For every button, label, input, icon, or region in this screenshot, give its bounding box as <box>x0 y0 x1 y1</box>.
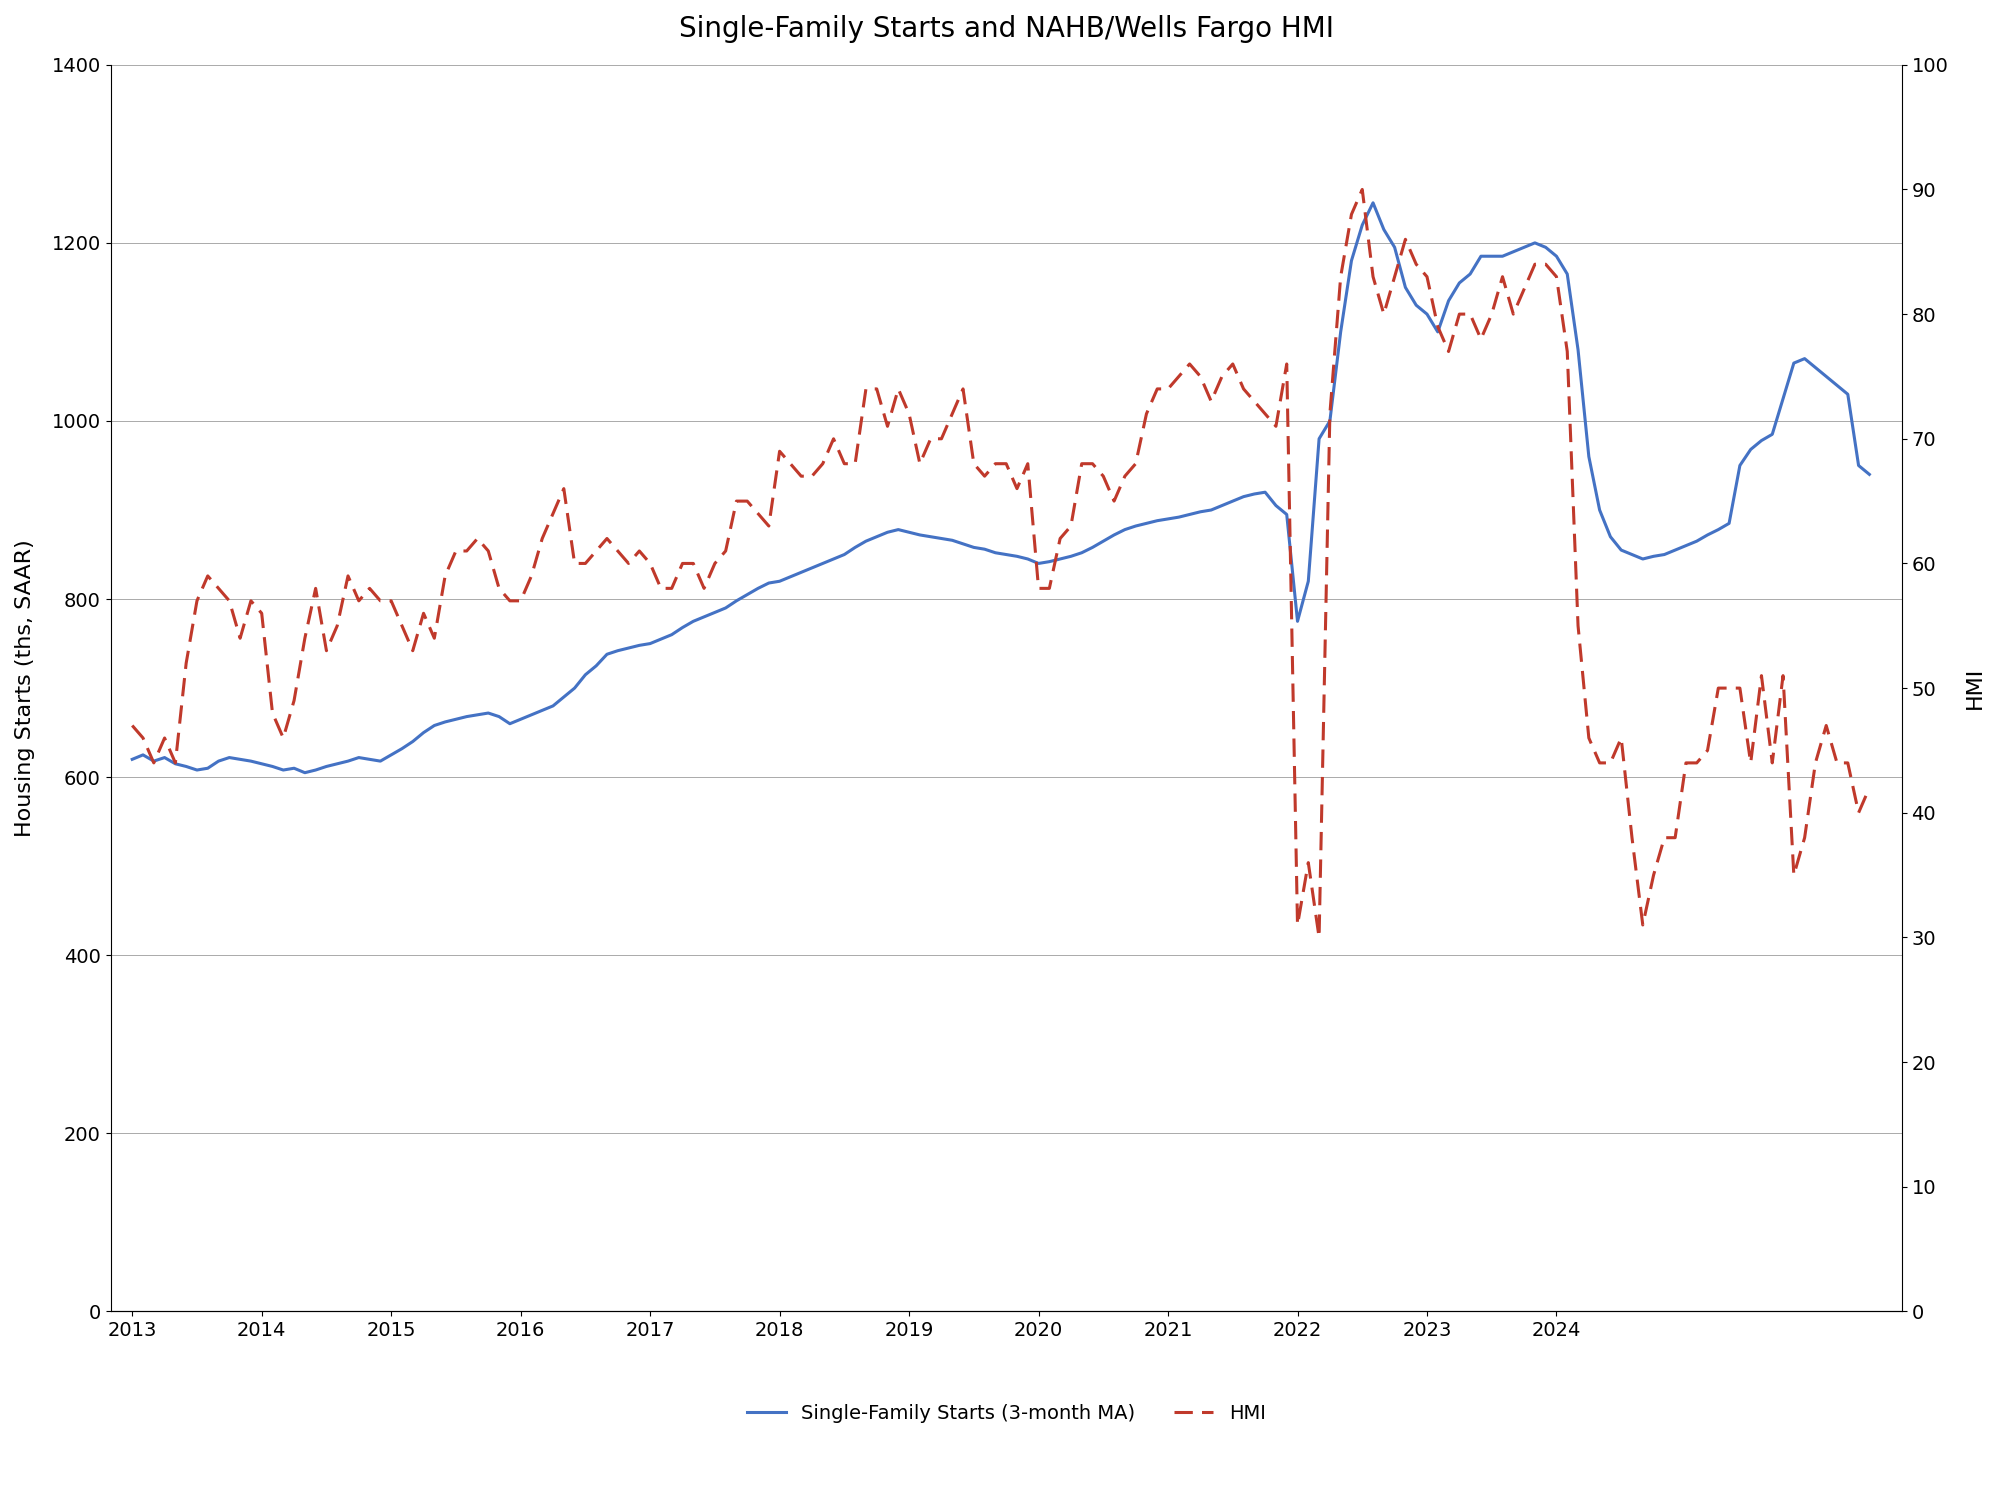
Single-Family Starts (3-month MA) <box>1274 506 1298 524</box>
HMI <box>272 729 296 747</box>
Single-Family Starts (3-month MA) <box>120 750 144 768</box>
HMI <box>1264 417 1288 435</box>
HMI <box>1308 928 1332 946</box>
Single-Family Starts (3-month MA) <box>1522 234 1546 252</box>
HMI <box>1534 255 1558 273</box>
HMI <box>1522 255 1546 273</box>
Y-axis label: Housing Starts (ths, SAAR): Housing Starts (ths, SAAR) <box>14 538 34 837</box>
Single-Family Starts (3-month MA) <box>272 760 296 778</box>
Line: HMI: HMI <box>132 189 1870 938</box>
HMI <box>682 555 706 573</box>
HMI <box>1858 778 1882 796</box>
Single-Family Starts (3-month MA) <box>702 603 726 621</box>
Y-axis label: HMI: HMI <box>1966 668 1986 710</box>
Single-Family Starts (3-month MA) <box>1534 238 1558 256</box>
Legend: Single-Family Starts (3-month MA), HMI: Single-Family Starts (3-month MA), HMI <box>740 1396 1274 1431</box>
Line: Single-Family Starts (3-month MA): Single-Family Starts (3-month MA) <box>132 202 1870 772</box>
Single-Family Starts (3-month MA) <box>692 608 716 625</box>
HMI <box>692 579 716 597</box>
Single-Family Starts (3-month MA) <box>1362 194 1386 211</box>
Title: Single-Family Starts and NAHB/Wells Fargo HMI: Single-Family Starts and NAHB/Wells Farg… <box>678 15 1334 44</box>
Single-Family Starts (3-month MA) <box>1858 465 1882 483</box>
HMI <box>120 717 144 735</box>
Single-Family Starts (3-month MA) <box>292 764 316 782</box>
HMI <box>1350 180 1374 198</box>
